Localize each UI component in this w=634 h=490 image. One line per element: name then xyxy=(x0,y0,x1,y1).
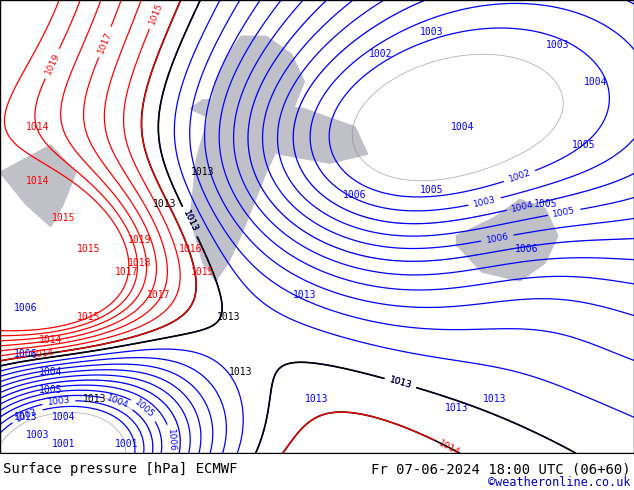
Text: 1013: 1013 xyxy=(13,412,37,422)
Text: 1013: 1013 xyxy=(83,394,107,404)
Polygon shape xyxy=(190,36,304,281)
Text: 1015: 1015 xyxy=(191,267,215,277)
Text: 1013: 1013 xyxy=(482,394,507,404)
Text: 1013: 1013 xyxy=(181,209,199,234)
Polygon shape xyxy=(456,199,558,281)
Text: 1017: 1017 xyxy=(146,290,171,299)
Text: 1004: 1004 xyxy=(105,394,130,411)
Text: 1013: 1013 xyxy=(191,167,215,177)
Text: 1014: 1014 xyxy=(39,335,63,345)
Text: 1019: 1019 xyxy=(127,235,152,245)
Text: 1005: 1005 xyxy=(552,206,576,219)
Text: 1015: 1015 xyxy=(77,312,101,322)
Text: 1001: 1001 xyxy=(51,439,75,449)
Text: 1006: 1006 xyxy=(485,232,510,245)
Text: 1013: 1013 xyxy=(444,403,469,413)
Text: 1002: 1002 xyxy=(15,407,39,424)
Text: 1017: 1017 xyxy=(96,30,113,54)
Text: 1005: 1005 xyxy=(533,199,557,209)
Text: 1013: 1013 xyxy=(292,290,316,299)
Text: 1006: 1006 xyxy=(165,429,176,452)
Text: 1018: 1018 xyxy=(127,258,152,268)
Text: 1013: 1013 xyxy=(153,199,177,209)
Text: 1003: 1003 xyxy=(419,27,443,37)
Text: Surface pressure [hPa] ECMWF: Surface pressure [hPa] ECMWF xyxy=(3,463,238,476)
Text: 1004: 1004 xyxy=(51,412,75,422)
Text: 1005: 1005 xyxy=(571,140,595,150)
Text: 1006: 1006 xyxy=(13,303,37,313)
Text: 1005: 1005 xyxy=(133,398,156,420)
Text: 1013: 1013 xyxy=(181,209,199,234)
Text: 1002: 1002 xyxy=(507,168,532,184)
Text: 1005: 1005 xyxy=(39,385,63,395)
Text: 1013: 1013 xyxy=(305,394,329,404)
Text: 1013: 1013 xyxy=(216,312,240,322)
Text: 1015: 1015 xyxy=(77,245,101,254)
Text: 1014: 1014 xyxy=(26,122,50,132)
Text: 1004: 1004 xyxy=(584,76,608,87)
Text: 1006: 1006 xyxy=(13,348,37,359)
Text: 1003: 1003 xyxy=(546,40,570,50)
Text: 1013: 1013 xyxy=(388,375,413,391)
Text: 1006: 1006 xyxy=(343,190,367,200)
Text: 1003: 1003 xyxy=(472,195,497,209)
Text: 1003: 1003 xyxy=(26,430,50,440)
Text: 1001: 1001 xyxy=(115,439,139,449)
Text: 1017: 1017 xyxy=(115,267,139,277)
Text: 1015: 1015 xyxy=(147,1,164,26)
Text: 1014: 1014 xyxy=(437,439,462,457)
Polygon shape xyxy=(190,99,368,163)
Text: 1019: 1019 xyxy=(43,51,61,76)
Text: ©weatheronline.co.uk: ©weatheronline.co.uk xyxy=(488,476,631,489)
Text: 1004: 1004 xyxy=(451,122,475,132)
Text: 1006: 1006 xyxy=(514,245,538,254)
Text: 1013: 1013 xyxy=(388,375,413,391)
Text: 1002: 1002 xyxy=(368,49,392,59)
Text: 1004: 1004 xyxy=(39,367,63,377)
Text: Fr 07-06-2024 18:00 UTC (06+60): Fr 07-06-2024 18:00 UTC (06+60) xyxy=(371,463,631,476)
Text: 1005: 1005 xyxy=(419,185,443,196)
Text: 1014: 1014 xyxy=(26,176,50,186)
Text: 1014: 1014 xyxy=(31,348,55,360)
Text: 1004: 1004 xyxy=(510,199,535,214)
Text: 1016: 1016 xyxy=(178,245,202,254)
Text: 1003: 1003 xyxy=(47,396,71,407)
Text: 1013: 1013 xyxy=(229,367,253,377)
Polygon shape xyxy=(0,145,76,226)
Text: 1015: 1015 xyxy=(51,213,75,222)
